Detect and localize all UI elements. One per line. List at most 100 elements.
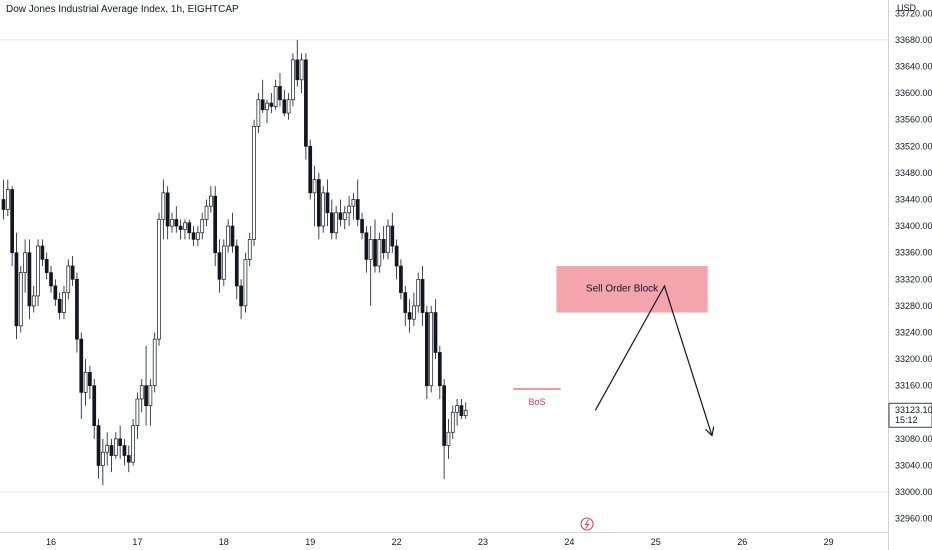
candle-body [27,252,32,307]
candle [420,266,425,326]
candle [27,239,32,320]
candle-body [325,192,330,214]
candle-body [83,372,88,393]
candle [338,199,343,227]
lightning-icon[interactable] [580,517,594,531]
candle [437,345,442,399]
candle [329,199,334,240]
candle [247,232,252,266]
candle [183,219,187,240]
candle-body [381,239,386,254]
y-tick-label: 33400.00 [895,221,932,231]
sell-order-block-zone[interactable] [556,266,708,313]
candle [148,379,153,426]
candle-body [360,219,364,234]
candle-body [291,59,295,101]
candle [88,365,92,399]
candle-body [191,232,196,240]
candle-body [433,312,438,353]
candle [390,212,395,253]
candle [230,212,235,253]
candle-body [265,102,269,111]
candle [416,272,421,313]
candle-body [459,405,464,416]
candle [79,332,84,419]
candle-body [178,225,183,230]
candle [234,239,239,300]
y-tick-label: 33080.00 [895,434,932,444]
x-tick-label: 16 [46,537,56,547]
last-price-label-box [888,402,932,428]
lightning-icon-bolt [584,519,590,529]
candle [429,305,434,393]
candle [122,438,127,466]
candle-body [44,259,49,274]
candle-body [217,252,222,280]
candle-body [260,99,265,111]
candle-body [40,245,45,260]
y-tick-label: 33640.00 [895,62,932,72]
chart-title: Dow Jones Industrial Average Index, 1h, … [6,4,239,15]
candle-body [377,239,382,267]
candle [118,425,122,459]
candle-body [10,189,14,254]
candle [49,266,53,293]
x-tick-label: 24 [564,537,574,547]
candle [260,79,265,114]
candle [299,53,304,94]
candle [377,232,382,273]
candle [213,186,218,266]
candle-body [446,431,451,446]
candle-body [101,451,105,466]
candle-body [429,312,434,387]
candle [360,212,364,240]
x-tick-label: 26 [737,537,747,547]
candle-body [113,438,118,456]
candle-body [165,192,170,227]
candle [144,345,148,426]
candle [269,93,274,114]
candle-body [187,222,192,234]
candle [109,438,114,473]
candle-body [88,372,92,387]
candle-body [31,295,36,307]
candle-body [338,212,343,220]
candle-body [70,265,75,280]
bos-label: BoS [529,397,546,407]
candle [221,239,226,286]
candle [291,53,295,107]
candle [412,292,416,326]
candle [304,53,308,160]
candle-body [118,438,122,446]
candle [10,186,14,266]
candle-body [126,455,131,463]
sell-order-block-label: Sell Order Block [586,283,659,294]
candle-body [334,212,338,234]
candle [252,119,256,247]
x-tick-label: 23 [478,537,488,547]
candle-body [312,179,317,194]
candle [265,99,269,124]
candle [455,399,459,426]
candle [226,219,230,253]
candle [282,89,287,117]
candle [286,93,291,120]
candle-body [420,278,425,313]
candle-body [308,145,313,194]
candle-body [355,199,360,220]
candle-body [161,192,166,220]
candle [355,179,360,227]
candle-body [5,189,10,210]
candle-body [62,292,66,313]
candle-body [109,445,114,456]
candle-body [368,239,373,260]
candle [135,392,140,439]
candle-body [226,225,230,247]
y-tick-label: 33600.00 [895,88,932,98]
x-tick-label: 29 [824,537,834,547]
candle [317,172,321,240]
candle-body [247,239,252,260]
candle [209,186,213,213]
